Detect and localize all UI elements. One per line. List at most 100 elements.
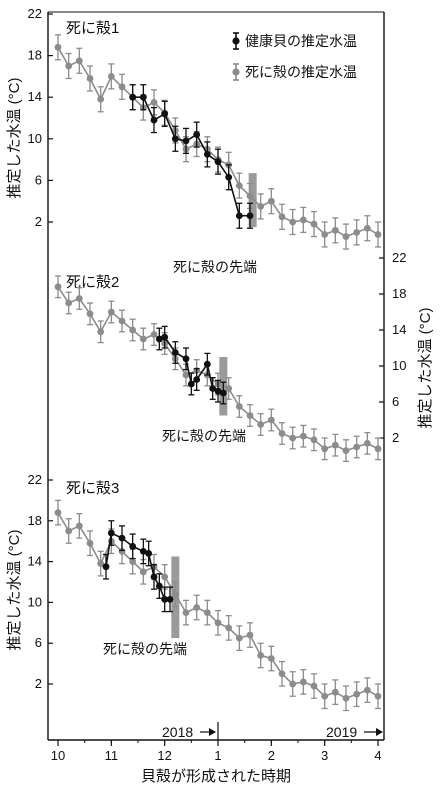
data-point [257, 652, 265, 659]
data-point [246, 192, 254, 200]
data-point [219, 389, 227, 397]
y-tick-label: 14 [28, 89, 42, 104]
data-point [161, 573, 169, 581]
panel-title: 死に殻3 [66, 480, 119, 497]
data-point [246, 412, 254, 419]
year-arrowhead-2018 [209, 728, 216, 736]
x-tick-label: 10 [51, 748, 65, 763]
axes [47, 11, 385, 741]
data-point [289, 680, 297, 688]
data-point [203, 151, 211, 158]
x-tick-label: 2 [268, 748, 275, 763]
x-tick-label: 4 [374, 748, 381, 763]
data-point [86, 75, 94, 82]
data-point [75, 295, 83, 302]
y-tick-label: 22 [28, 6, 42, 21]
data-point [214, 619, 222, 627]
shell-tip-bar [248, 173, 257, 228]
data-point [150, 331, 158, 338]
y-tick-label: 18 [392, 286, 406, 301]
y-tick-label: 18 [28, 48, 42, 63]
y-axis-title-left-top: 推定した水温 (°C) [6, 78, 23, 199]
x-tick-label: 12 [157, 748, 171, 763]
data-point [310, 682, 318, 690]
data-point [342, 447, 350, 454]
data-point [321, 692, 329, 700]
y-tick-label: 2 [35, 214, 42, 229]
year-arrowhead-2019 [376, 728, 383, 736]
data-point [75, 57, 83, 65]
data-point [182, 609, 190, 616]
series-healthy [155, 325, 227, 405]
data-point [267, 416, 275, 424]
data-point [171, 135, 179, 143]
y-axis-title-left-bottom: 推定した水温 (°C) [6, 530, 23, 651]
data-point [235, 212, 243, 220]
data-point [310, 436, 318, 444]
data-point [161, 110, 169, 118]
data-point [118, 548, 126, 555]
data-point [289, 434, 297, 442]
data-point [107, 73, 115, 80]
data-point [193, 376, 201, 383]
data-point [278, 670, 286, 678]
panel-3: 死に殻3 22 18 14 10 6 2 死に殻の先端 [28, 472, 382, 712]
data-point [214, 387, 222, 395]
data-point [225, 385, 233, 392]
data-point [353, 229, 361, 236]
data-point [299, 678, 307, 686]
data-point [139, 568, 147, 576]
data-point [171, 349, 179, 356]
y-tick-label: 10 [28, 131, 42, 146]
x-tick-label: 1 [214, 748, 221, 763]
data-point [118, 83, 126, 91]
data-point [353, 443, 361, 451]
y-tick-label: 10 [28, 594, 42, 609]
data-point [139, 548, 147, 555]
data-point [150, 116, 158, 124]
year-label-2019: 2019 [326, 724, 357, 740]
y-axis-title-right: 推定した水温 (°C) [417, 308, 434, 429]
data-point [342, 233, 350, 240]
series-healthy [129, 84, 254, 229]
data-point [374, 445, 382, 453]
x-tick-label: 3 [321, 748, 328, 763]
data-point [246, 212, 254, 220]
legend-dead-label: 死に殻の推定水温 [245, 64, 357, 80]
data-point [161, 333, 169, 341]
data-point [214, 158, 222, 166]
data-point [107, 529, 115, 537]
panel-2: 死に殻2 22 18 14 10 6 2 死に殻の先端 [54, 250, 406, 463]
data-point [363, 224, 371, 232]
shell-tip-label: 死に殻の先端 [173, 259, 257, 275]
data-point [278, 213, 286, 221]
data-point [331, 226, 339, 234]
data-point [182, 137, 190, 145]
x-axis-title: 貝殻が形成された時期 [141, 768, 291, 785]
data-point [278, 430, 286, 437]
data-point [145, 550, 153, 557]
data-point [129, 542, 137, 550]
data-point [139, 93, 147, 101]
data-point [139, 335, 147, 343]
data-point [118, 534, 126, 542]
data-point [203, 360, 211, 368]
data-point [97, 95, 105, 103]
y-tick-label: 6 [35, 635, 42, 650]
data-point [54, 283, 62, 291]
data-point [235, 403, 243, 410]
data-point [299, 216, 307, 224]
data-point [54, 43, 62, 51]
legend-healthy-marker [232, 32, 240, 50]
data-point [363, 686, 371, 694]
data-point [182, 371, 190, 379]
series-line [57, 286, 379, 452]
series-dead [54, 499, 382, 712]
data-point [171, 590, 179, 598]
series-line [57, 512, 379, 700]
panel-title: 死に殻2 [66, 274, 119, 291]
panel-title: 死に殻1 [66, 20, 119, 37]
data-point [235, 182, 243, 190]
y-tick-label: 6 [35, 172, 42, 187]
y-tick-label: 2 [35, 676, 42, 691]
